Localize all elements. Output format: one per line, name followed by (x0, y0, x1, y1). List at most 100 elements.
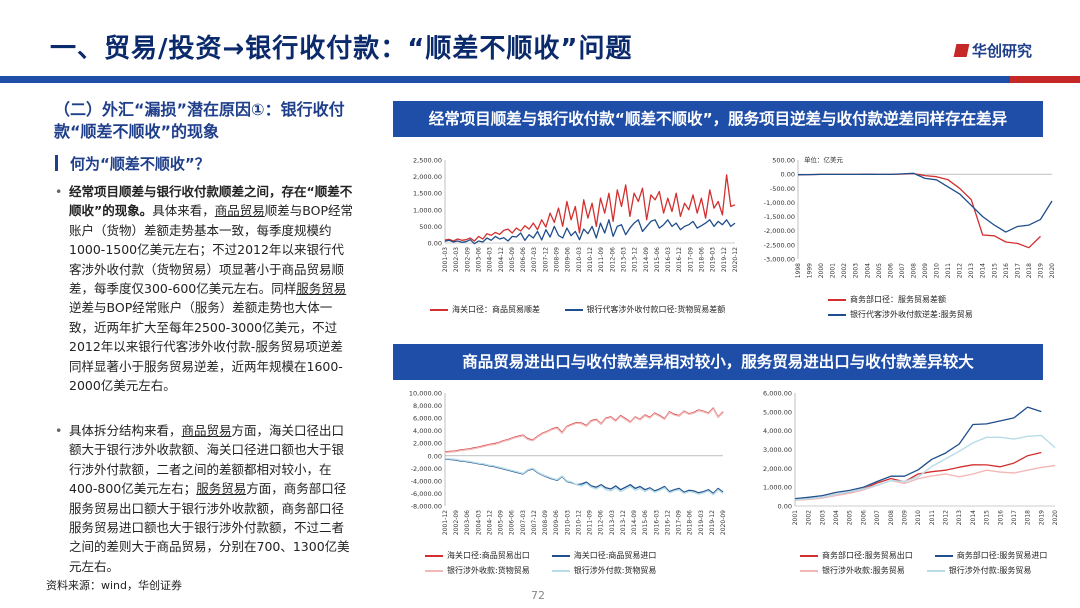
legend-item: 商务部口径：服务贸易差额 (828, 292, 973, 307)
bullet-2-text-a: 具体拆分结构来看， (69, 423, 182, 438)
y-tick-label: 500.00 (419, 223, 442, 231)
y-tick-label: -6,000.00 (411, 490, 442, 498)
legend-label: 海关口径:商品贸易出口 (447, 551, 530, 560)
x-tick-label: 2018-06 (687, 510, 694, 535)
section-subheading: （二）外汇“漏损”潜在原因①：银行收付款“顺差不顺收”的现象 (54, 100, 345, 141)
bullet-2-text-c: 方面，商务部口径服务贸易出口额大于银行涉外收款额，商务部口径服务贸易进口额也大于… (69, 481, 350, 574)
y-tick-label: 4,000.00 (763, 427, 792, 435)
x-tick-label: 2006 (860, 510, 867, 525)
legend-item: 银行涉外收款:服务贸易 (800, 563, 905, 578)
page-number: 72 (531, 589, 545, 602)
legend-swatch (934, 554, 953, 557)
bullet-2-underline-a: 商品贸易 (181, 423, 232, 438)
legend-swatch (551, 554, 570, 557)
legend-label: 银行涉外付款:服务贸易 (948, 566, 1032, 575)
bullet-2-underline-b: 服务贸易 (196, 481, 247, 497)
x-tick-label: 2014 (970, 510, 977, 525)
legend-swatch (425, 569, 443, 572)
x-tick-label: 2005-09 (498, 510, 505, 535)
legend-label: 海关口径:商品贸易进口 (573, 551, 657, 560)
x-tick-label: 2010 (934, 263, 941, 278)
x-tick-label: 2014-09 (631, 510, 638, 535)
y-tick-label: -1,500.00 (764, 213, 795, 221)
x-tick-label: 2013 (968, 263, 975, 278)
x-tick-label: 2001-03 (442, 247, 449, 272)
x-tick-label: 2004-03 (487, 247, 494, 272)
legend-label: 银行涉外付款:货物贸易 (573, 566, 657, 575)
legend-swatch (551, 569, 570, 572)
bullet-1-text-c: 逆差与BOP经常账户（服务）差额走势也大体一致，近两年扩大至每年2500-300… (69, 300, 343, 394)
x-tick-label: 2018 (1025, 510, 1032, 525)
x-tick-label: 2016-03 (665, 247, 672, 272)
unit-label: 单位：亿美元 (804, 155, 844, 164)
x-tick-label: 2004 (864, 263, 871, 278)
x-tick-label: 2003 (853, 263, 860, 278)
y-tick-label: 6,000.00 (413, 415, 442, 423)
page-title: 一、贸易/投资→银行收付款：“顺差不顺收”问题 (50, 34, 633, 64)
x-tick-label: 2013-03 (609, 510, 616, 535)
header-accent (1010, 76, 1080, 83)
legend-swatch (926, 569, 945, 572)
x-tick-label: 2007-12 (542, 247, 549, 272)
y-tick-label: -1,000.00 (764, 199, 795, 207)
x-tick-label: 2012-06 (598, 510, 605, 535)
question-heading: 何为“顺差不顺收”？ (55, 153, 210, 174)
y-tick-label: 6,000.00 (763, 390, 792, 398)
y-tick-label: 1,500.00 (413, 190, 442, 198)
chart-goods-balance: 2,500.00 2,000.00 1,500.00 1,000.00 500.00 0.… (413, 157, 739, 273)
legend-swatch (828, 313, 846, 316)
x-tick-label: 2009-06 (553, 510, 560, 535)
legend-label: 海关口径：商品贸易顺差 (452, 305, 540, 314)
x-tick-label: 2017 (1011, 510, 1018, 525)
x-tick-label: 2014-09 (643, 247, 650, 272)
x-tick-label: 2013-12 (632, 247, 639, 272)
x-tick-label: 2011 (929, 510, 936, 525)
x-tick-label: 2007-03 (531, 247, 538, 272)
bullet-1-text-b: 顺差与BOP经常账户（货物）差额走势基本一致，每季度规模约1000-1500亿美… (69, 203, 353, 297)
x-tick-label: 2007 (899, 263, 906, 278)
chart-goods-flows: 10,000.00 8,000.00 6,000.00 4,000.00 2,000.0… (409, 390, 727, 536)
y-tick-label: 2,000.00 (413, 173, 442, 181)
bullet-1-text-a: 具体来看， (152, 203, 215, 219)
legend-label: 银行涉外收款:货物贸易 (447, 566, 530, 575)
y-tick-label: 2,500.00 (413, 157, 442, 165)
y-tick-label: -2,000.00 (411, 465, 442, 473)
x-tick-label: 2011 (945, 263, 952, 278)
x-tick-label: 2006-06 (509, 510, 516, 535)
x-tick-label: 2019 (1037, 263, 1044, 278)
heading-bar (55, 155, 58, 171)
x-tick-label: 2004-03 (475, 510, 482, 535)
logo-icon (953, 44, 970, 57)
y-tick-label: 5,000.00 (763, 408, 792, 416)
series-line-4 (444, 457, 724, 496)
x-tick-label: 2000 (818, 263, 825, 278)
x-tick-label: 2016 (997, 510, 1004, 525)
x-tick-label: 2017 (1014, 263, 1021, 278)
bullet-2: • 具体拆分结构来看，商品贸易方面，海关口径出口额大于银行涉外收款额、海关口径进… (55, 421, 355, 576)
legend-item: 银行代客涉外收付款逆差:服务贸易 (828, 307, 973, 322)
legend-swatch (800, 554, 818, 557)
x-tick-label: 2013 (956, 510, 963, 525)
legend-item: 银行涉外付款:服务贸易 (926, 563, 1032, 578)
x-tick-label: 2008 (910, 263, 917, 278)
x-tick-label: 2002-03 (453, 247, 460, 272)
legend-swatch (828, 298, 846, 301)
legend-item: 商务部口径:服务贸易出口 (800, 548, 913, 563)
bullet-1-underline-a: 商品贸易 (214, 203, 265, 219)
x-tick-label: 2012-06 (609, 247, 616, 272)
source-note: 资料来源：wind，华创证券 (46, 579, 183, 592)
x-tick-label: 2008-09 (554, 247, 561, 272)
x-tick-label: 2005 (847, 510, 854, 525)
x-tick-label: 1998 (795, 263, 802, 278)
chart-services-balance: 500.00 0.00 -500.00 -1,000.00 -1,500.00 -2,00… (764, 155, 1056, 278)
y-tick-label: 2,000.00 (413, 440, 442, 448)
y-tick-label: 1,000.00 (763, 484, 792, 492)
legend-label: 商务部口径：服务贸易差额 (850, 295, 946, 304)
legend-label: 银行代客涉外收付款逆差:服务贸易 (850, 310, 973, 319)
series-line-3 (444, 408, 724, 454)
y-tick-label: 10,000.00 (409, 390, 442, 398)
x-tick-label: 2006-06 (520, 247, 527, 272)
legend-item: 银行涉外收款:货物贸易 (425, 563, 530, 578)
x-tick-label: 2011-09 (587, 510, 594, 535)
legend-item: 海关口径:商品贸易出口 (425, 548, 530, 563)
